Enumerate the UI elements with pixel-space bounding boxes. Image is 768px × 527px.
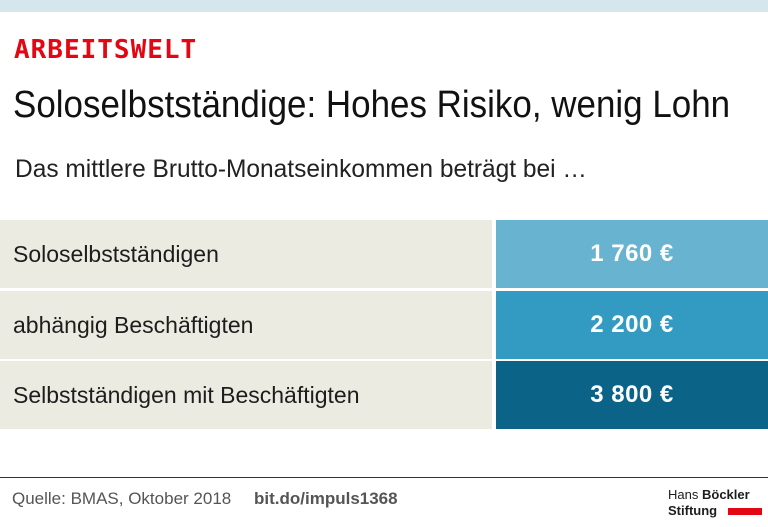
table-row: Selbstständigen mit Beschäftigten 3 800 … bbox=[0, 361, 768, 429]
row-label-cell: Selbstständigen mit Beschäftigten bbox=[0, 361, 492, 429]
chart-subtitle: Das mittlere Brutto-Monatseinkommen betr… bbox=[15, 155, 587, 183]
source-note: Quelle: BMAS, Oktober 2018 bbox=[12, 489, 232, 508]
row-value: 2 200 € bbox=[590, 311, 674, 338]
row-value-cell: 3 800 € bbox=[496, 361, 768, 429]
row-label-cell: abhängig Beschäftigten bbox=[0, 291, 492, 359]
logo-line-1: Hans Böckler bbox=[668, 487, 750, 503]
logo-word-stiftung: Stiftung bbox=[668, 503, 718, 518]
row-label: Soloselbstständigen bbox=[13, 241, 219, 267]
row-label: Selbstständigen mit Beschäftigten bbox=[13, 382, 360, 408]
hans-boeckler-stiftung-logo: Hans Böckler Stiftung bbox=[668, 487, 764, 521]
row-value: 3 800 € bbox=[590, 381, 674, 408]
logo-word-hans: Hans bbox=[668, 487, 699, 502]
footer-divider bbox=[0, 477, 768, 478]
chart-title: Soloselbstständige: Hohes Risiko, wenig … bbox=[13, 84, 731, 126]
logo-red-bar bbox=[728, 508, 762, 515]
category-label: ARBEITSWELT bbox=[14, 35, 198, 65]
row-value-cell: 2 200 € bbox=[496, 291, 768, 359]
row-value-cell: 1 760 € bbox=[496, 220, 768, 288]
source-link[interactable]: bit.do/impuls1368 bbox=[254, 489, 398, 508]
top-band bbox=[0, 0, 768, 12]
row-label: abhängig Beschäftigten bbox=[13, 312, 254, 338]
logo-word-boeckler: Böckler bbox=[701, 487, 750, 502]
row-value: 1 760 € bbox=[590, 240, 674, 267]
table-row: abhängig Beschäftigten 2 200 € bbox=[0, 291, 768, 359]
row-label-cell: Soloselbstständigen bbox=[0, 220, 492, 288]
table-row: Soloselbstständigen 1 760 € bbox=[0, 220, 768, 288]
